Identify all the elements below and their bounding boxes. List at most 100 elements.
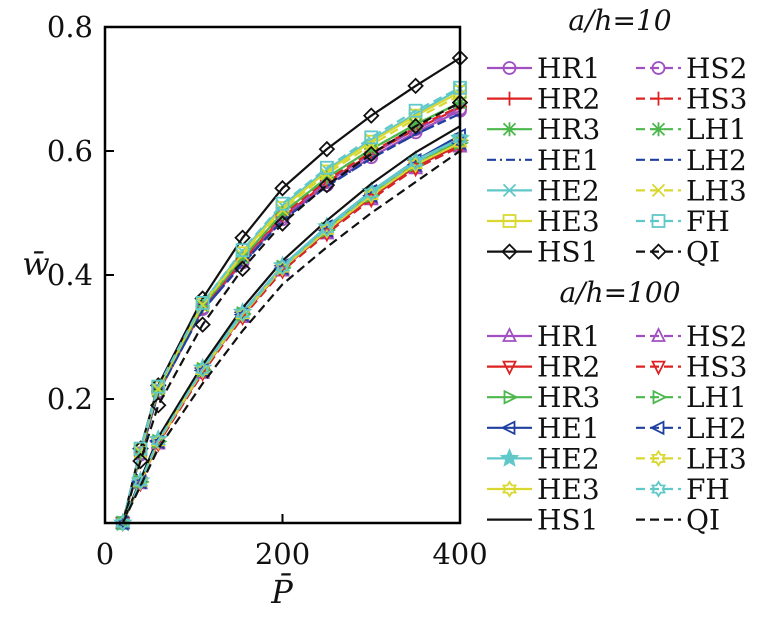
legend-label: HR3 (537, 113, 600, 146)
legend: a/h=10HR1HR2HR3HE1HE2HE3HS1HS2HS3LH1LH2L… (487, 4, 747, 537)
data-point (234, 260, 251, 278)
data-point (363, 186, 379, 205)
legend-entry: QI (636, 504, 720, 537)
legend-entry: HR1 (487, 52, 600, 85)
data-point (275, 206, 290, 220)
data-point (319, 160, 334, 175)
legend-entry: FH (636, 473, 730, 506)
legend-label: FH (686, 473, 730, 506)
legend-marker (651, 214, 666, 228)
legend-label: LH3 (686, 442, 747, 475)
data-point (364, 130, 379, 145)
legend-entry: HR2 (487, 83, 600, 116)
data-point (151, 379, 166, 394)
legend-entry: HS1 (487, 504, 598, 537)
data-point (362, 107, 380, 124)
legend-marker (502, 122, 517, 137)
legend-marker (649, 420, 665, 436)
legend-marker (651, 61, 666, 75)
legend-entry: HS3 (636, 83, 747, 116)
legend-marker (499, 448, 520, 467)
data-point (275, 196, 290, 211)
legend-entry: LH2 (636, 144, 747, 177)
legend-entry: HE2 (487, 442, 600, 475)
legend-marker (501, 480, 518, 498)
legend-marker (650, 480, 667, 498)
series-he2 (112, 128, 470, 532)
series-line (121, 88, 461, 524)
x-tick-label: 200 (255, 537, 310, 571)
legend-entry: HS3 (636, 351, 747, 384)
series-lh3 (115, 134, 468, 532)
data-point (235, 248, 250, 262)
series-he3 (115, 134, 468, 532)
legend-label: LH2 (686, 144, 747, 177)
legend-label: HR3 (537, 381, 600, 414)
legend-label: QI (686, 504, 720, 537)
legend-label: HR1 (537, 320, 600, 353)
data-point (195, 360, 211, 378)
legend-entry: HE3 (487, 473, 600, 506)
legend-entry: LH1 (636, 381, 747, 414)
data-point (274, 179, 291, 197)
legend-entry: HE1 (487, 412, 600, 445)
data-point (235, 243, 250, 258)
y-axis-label: w̄ (22, 245, 49, 283)
data-point (235, 304, 251, 323)
legend-label: HS2 (686, 52, 747, 85)
data-point (407, 77, 424, 95)
series-hs1 (121, 125, 461, 524)
legend-label: HR2 (537, 83, 600, 116)
legend-label: HS1 (537, 236, 598, 269)
data-point (318, 140, 336, 158)
data-point (407, 117, 424, 135)
y-tick-label: 0.4 (47, 258, 93, 292)
series-line (121, 101, 461, 524)
data-point (363, 184, 379, 202)
x-tick-label: 400 (432, 537, 487, 571)
x-axis-label: P̄ (270, 573, 293, 611)
data-point (274, 215, 291, 232)
data-point (195, 295, 210, 310)
series-group (112, 125, 470, 533)
series-line (121, 137, 461, 524)
legend-label: HS3 (686, 351, 747, 384)
data-point (115, 514, 131, 532)
legend-label: QI (686, 236, 720, 269)
legend-marker (650, 449, 667, 468)
legend-entry: HR3 (487, 113, 600, 146)
legend-title: a/h=10 (568, 4, 671, 37)
data-point (235, 250, 250, 265)
series-line (121, 150, 461, 524)
series-line (121, 137, 461, 524)
legend-marker (500, 420, 516, 436)
legend-entry: LH3 (636, 442, 747, 475)
series-line (121, 134, 461, 524)
series-he2 (116, 82, 467, 530)
data-point (132, 472, 149, 491)
series-hr1 (115, 135, 468, 529)
legend-marker (503, 389, 519, 405)
legend-marker (651, 360, 666, 376)
series-line (121, 112, 461, 524)
legend-marker (650, 243, 667, 260)
legend-marker (651, 91, 666, 106)
series-fh (115, 80, 467, 530)
legend-entry: HS2 (636, 320, 747, 353)
legend-entry: LH3 (636, 174, 747, 207)
y-tick-label: 0.8 (47, 10, 93, 44)
x-tick-label: 0 (96, 537, 114, 571)
legend-entry: HR3 (487, 381, 600, 414)
plot-area (112, 49, 470, 533)
legend-entry: HR1 (487, 320, 600, 353)
series-hr3 (116, 133, 470, 531)
legend-marker (651, 122, 666, 137)
legend-entry: QI (636, 236, 720, 269)
legend-entry: HE1 (487, 144, 600, 177)
legend-label: HE2 (537, 442, 600, 475)
legend-marker (501, 243, 518, 260)
data-point (150, 431, 166, 450)
data-point (274, 258, 291, 276)
legend-marker (502, 214, 517, 228)
legend-marker (502, 360, 517, 376)
